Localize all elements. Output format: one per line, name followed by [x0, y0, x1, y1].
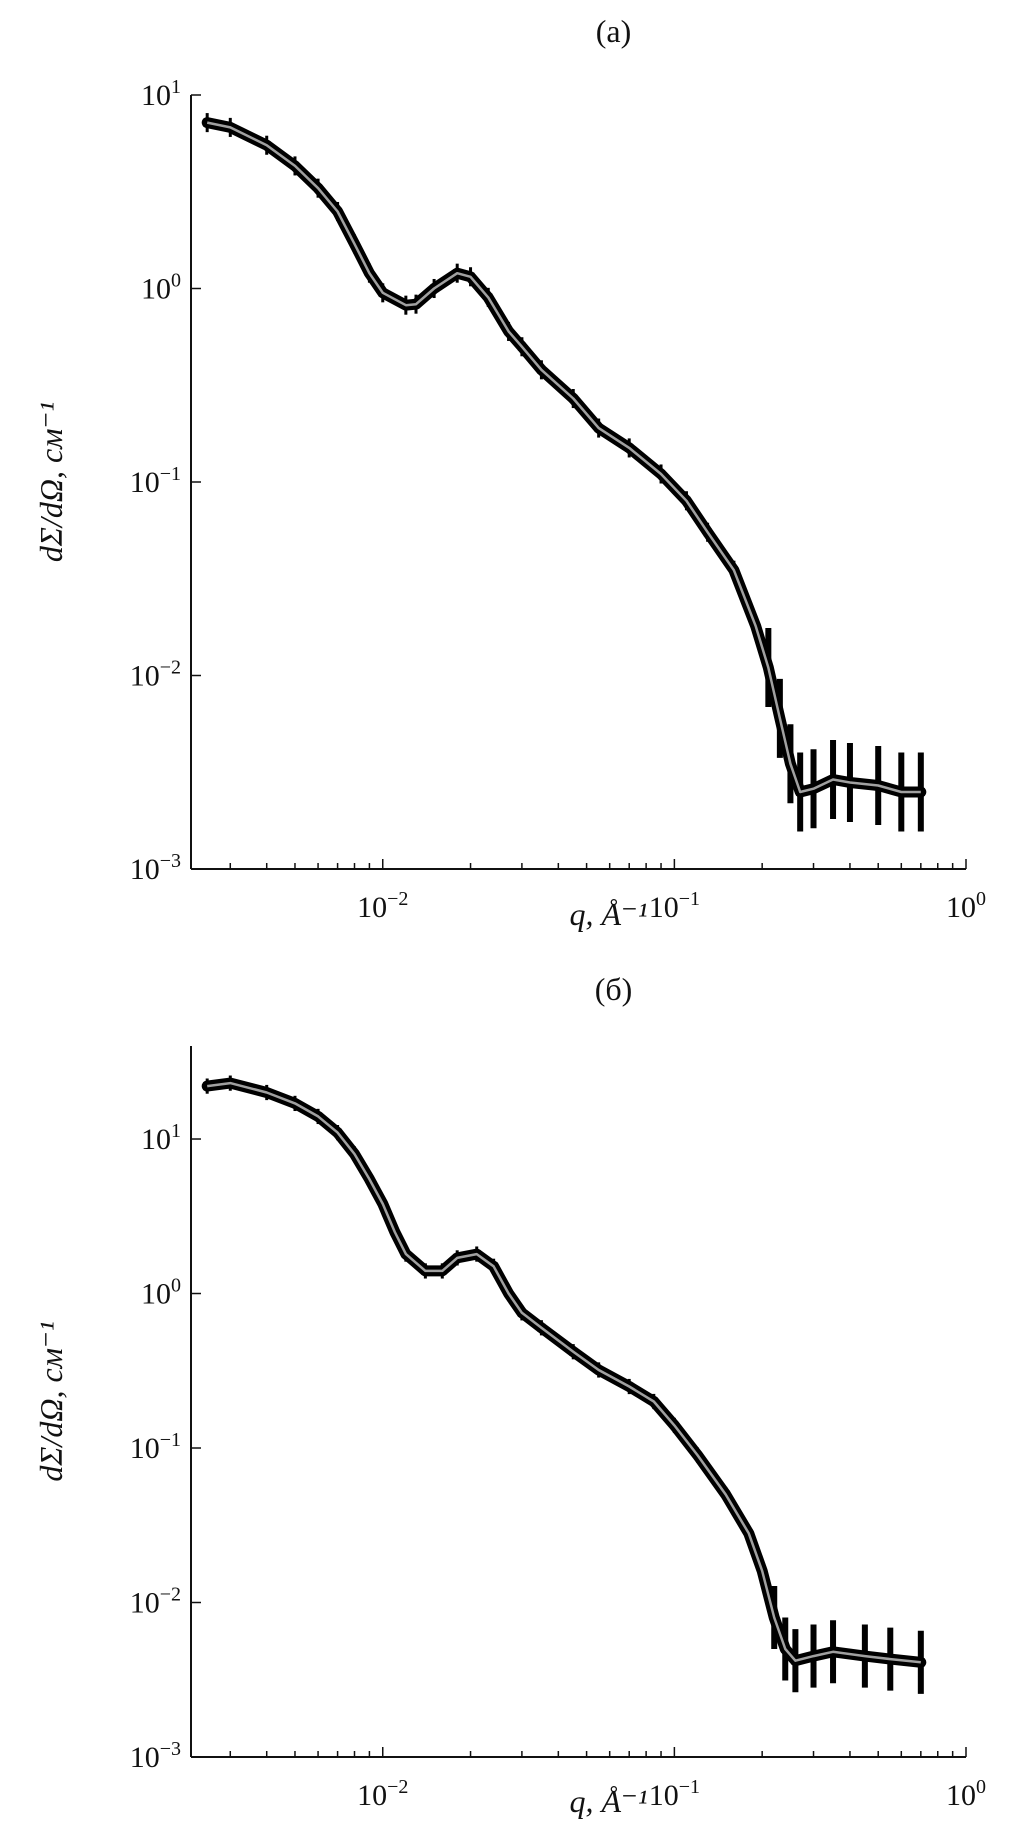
- y-tick-label: 101: [141, 1120, 181, 1156]
- tick-base: 10: [141, 1123, 171, 1156]
- tick-exponent: 0: [171, 270, 181, 292]
- tick-exponent: −1: [679, 888, 700, 910]
- fit-line: [206, 121, 921, 794]
- data-point: [916, 787, 925, 796]
- tick-exponent: −2: [387, 888, 408, 910]
- tick-exponent: 0: [976, 888, 986, 910]
- tick-base: 10: [130, 1432, 160, 1465]
- x-tick-label: 10−1: [649, 1776, 700, 1812]
- tick-base: 10: [141, 1278, 171, 1311]
- panel-label: (б): [595, 971, 633, 1007]
- x-axis-label: q, Å⁻¹: [569, 1783, 647, 1819]
- x-tick-label: 10−1: [649, 888, 700, 924]
- y-tick-label: 10−2: [130, 1584, 181, 1620]
- tick-base: 10: [946, 891, 976, 924]
- tick-base: 10: [141, 79, 171, 112]
- tick-base: 10: [130, 853, 160, 886]
- x-axis-label: q, Å⁻¹: [569, 896, 647, 932]
- y-tick-label: 10−1: [130, 1429, 181, 1465]
- x-tick-label: 10−2: [357, 888, 408, 924]
- x-tick-label: 10−2: [357, 1776, 408, 1812]
- tick-base: 10: [141, 273, 171, 306]
- tick-exponent: −3: [160, 850, 181, 872]
- tick-base: 10: [130, 1587, 160, 1620]
- y-axis-label: dΣ/dΩ, см⁻¹: [33, 1321, 69, 1481]
- tick-base: 10: [130, 466, 160, 499]
- y-tick-label: 100: [141, 270, 181, 306]
- tick-base: 10: [130, 1741, 160, 1774]
- tick-exponent: 1: [171, 1120, 181, 1142]
- tick-base: 10: [649, 891, 679, 924]
- tick-base: 10: [357, 891, 387, 924]
- y-axis-label: dΣ/dΩ, см⁻¹: [33, 402, 69, 562]
- data-point: [203, 1082, 212, 1091]
- tick-exponent: −3: [160, 1738, 181, 1760]
- y-tick-label: 100: [141, 1275, 181, 1311]
- y-tick-label: 10−2: [130, 657, 181, 693]
- tick-exponent: 1: [171, 76, 181, 98]
- x-tick-label: 100: [946, 1776, 986, 1812]
- y-tick-label: 10−3: [130, 850, 181, 886]
- tick-exponent: 0: [171, 1275, 181, 1297]
- tick-exponent: −1: [160, 463, 181, 485]
- tick-base: 10: [357, 1779, 387, 1812]
- y-tick-label: 10−1: [130, 463, 181, 499]
- tick-base: 10: [649, 1779, 679, 1812]
- data-band: [201, 117, 927, 798]
- fit-line: [207, 1081, 921, 1664]
- data-band: [201, 1077, 927, 1668]
- y-tick-label: 10−3: [130, 1738, 181, 1774]
- tick-exponent: −2: [160, 1584, 181, 1606]
- data-point: [916, 1658, 925, 1667]
- y-tick-label: 101: [141, 76, 181, 112]
- data-point: [203, 118, 212, 127]
- tick-exponent: −1: [160, 1429, 181, 1451]
- tick-base: 10: [946, 1779, 976, 1812]
- tick-base: 10: [130, 660, 160, 693]
- tick-exponent: −2: [387, 1776, 408, 1798]
- x-tick-label: 100: [946, 888, 986, 924]
- tick-exponent: −1: [679, 1776, 700, 1798]
- tick-exponent: −2: [160, 657, 181, 679]
- panel-label: (a): [596, 13, 632, 49]
- tick-exponent: 0: [976, 1776, 986, 1798]
